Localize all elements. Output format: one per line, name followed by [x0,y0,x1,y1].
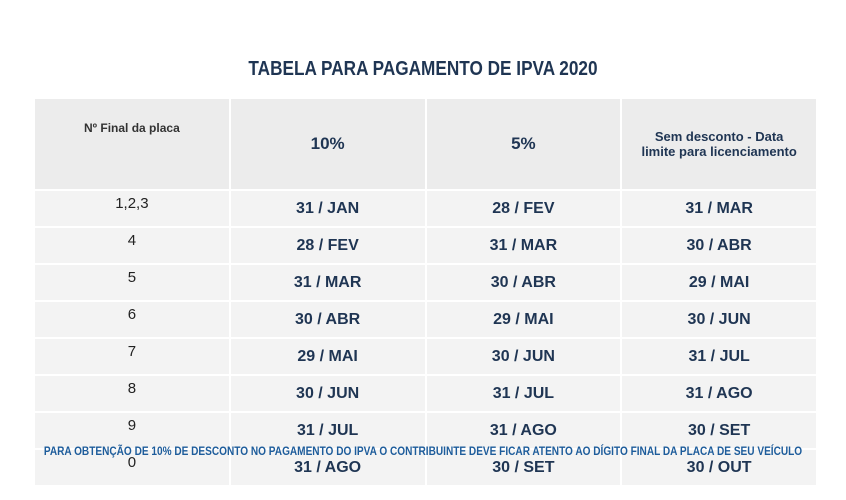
due-date: 30 / JUN [620,300,818,339]
due-date: 31 / MAR [228,263,427,302]
due-date: 29 / MAI [620,263,818,302]
due-date: 31 / AGO [424,411,623,450]
due-date: 30 / OUT [620,448,818,487]
due-date: 28 / FEV [424,189,623,228]
table-row: 6 30 / ABR 29 / MAI 30 / JUN [33,300,818,339]
due-date: 31 / MAR [620,189,818,228]
plate-digit: 9 [33,411,231,450]
due-date: 31 / JAN [228,189,427,228]
due-date: 31 / JUL [424,374,623,413]
due-date: 31 / JUL [228,411,427,450]
column-header: Nº Final da placa [33,97,231,191]
table-row: 4 28 / FEV 31 / MAR 30 / ABR [33,226,818,265]
table-row: 9 31 / JUL 31 / AGO 30 / SET [33,411,818,450]
due-date: 30 / SET [620,411,818,450]
due-date: 31 / JUL [620,337,818,376]
table-row: 0 31 / AGO 30 / SET 30 / OUT [33,448,818,487]
due-date: 30 / JUN [228,374,427,413]
table-row: 8 30 / JUN 31 / JUL 31 / AGO [33,374,818,413]
ipva-table: Nº Final da placa 10% 5% Sem desconto - Dat… [33,97,818,487]
title: TABELA PARA PAGAMENTO DE IPVA 2020 [248,58,598,80]
due-date: 29 / MAI [424,300,623,339]
table-body: 1,2,3 31 / JAN 28 / FEV 31 / MAR 4 28 / FEV 31… [33,189,818,487]
header-row: Nº Final da placa 10% 5% Sem desconto - Dat… [33,97,818,191]
due-date: 28 / FEV [228,226,427,265]
footer-note: PARA OBTENÇÃO DE 10% DE DESCONTO NO PAGA… [43,444,803,458]
column-header: Sem desconto - Data limite para licencia… [620,97,818,191]
due-date: 31 / AGO [228,448,427,487]
table-row: 1,2,3 31 / JAN 28 / FEV 31 / MAR [33,189,818,228]
due-date: 30 / SET [424,448,623,487]
column-header: 10% [228,97,427,191]
due-date: 31 / MAR [424,226,623,265]
plate-digit: 0 [33,448,231,487]
table-row: 7 29 / MAI 30 / JUN 31 / JUL [33,337,818,376]
plate-digit: 6 [33,300,231,339]
due-date: 30 / ABR [620,226,818,265]
plate-digit: 8 [33,374,231,413]
due-date: 30 / JUN [424,337,623,376]
column-header: 5% [424,97,623,191]
plate-digit: 5 [33,263,231,302]
due-date: 29 / MAI [228,337,427,376]
due-date: 31 / AGO [620,374,818,413]
plate-digit: 4 [33,226,231,265]
table-row: 5 31 / MAR 30 / ABR 29 / MAI [33,263,818,302]
due-date: 30 / ABR [228,300,427,339]
plate-digit: 1,2,3 [33,189,231,228]
plate-digit: 7 [33,337,231,376]
due-date: 30 / ABR [424,263,623,302]
